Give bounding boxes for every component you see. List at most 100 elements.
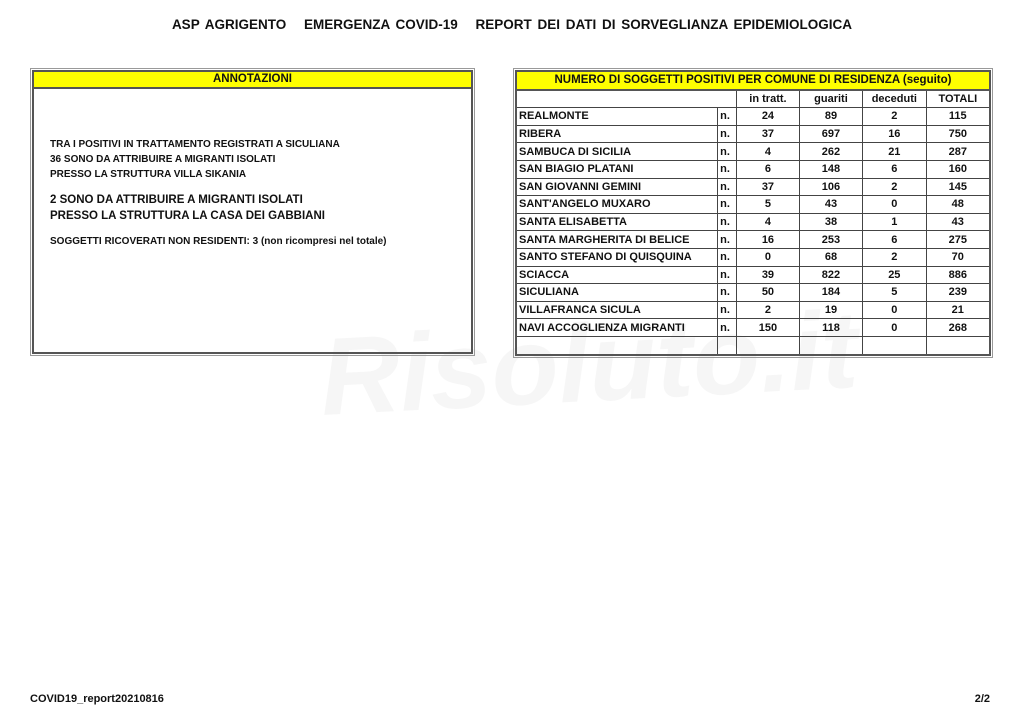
footer-report-id: COVID19_report20210816 bbox=[30, 693, 164, 705]
value-cell: 21 bbox=[862, 142, 927, 161]
value-cell: 89 bbox=[798, 107, 864, 126]
table-row: SAN GIOVANNI GEMINI n. 37 106 2 145 bbox=[515, 177, 991, 197]
comune-name: SAMBUCA DI SICILIA bbox=[515, 142, 719, 161]
table-row: SAMBUCA DI SICILIA n. 4 262 21 287 bbox=[515, 142, 991, 161]
unit-label: n. bbox=[717, 230, 737, 249]
value-cell: 0 bbox=[736, 247, 800, 267]
annotation-line: PRESSO LA STRUTTURA VILLA SIKANIA bbox=[50, 169, 247, 180]
column-header-empty bbox=[515, 89, 737, 109]
value-cell: 38 bbox=[798, 212, 864, 232]
value-cell: 886 bbox=[925, 265, 991, 285]
comune-name: NAVI ACCOGLIENZA MIGRANTI bbox=[515, 318, 719, 337]
value-cell: 37 bbox=[736, 177, 800, 197]
value-cell: 0 bbox=[862, 318, 927, 337]
unit-label: n. bbox=[717, 124, 737, 144]
value-cell: 145 bbox=[925, 177, 991, 197]
unit-label: n. bbox=[717, 300, 737, 320]
page-title: ASP AGRIGENTO EMERGENZA COVID-19 REPORT … bbox=[0, 17, 1024, 32]
unit-label: n. bbox=[717, 107, 737, 126]
empty-row bbox=[515, 335, 991, 356]
title-emergency: EMERGENZA COVID-19 bbox=[303, 17, 458, 32]
unit-label: n. bbox=[717, 159, 737, 179]
table-row: SANT'ANGELO MUXARO n. 5 43 0 48 bbox=[515, 195, 991, 214]
comune-name: VILLAFRANCA SICULA bbox=[515, 300, 719, 320]
value-cell: 287 bbox=[925, 142, 991, 161]
positives-table: NUMERO DI SOGGETTI POSITIVI PER COMUNE D… bbox=[513, 68, 993, 358]
annotation-line: PRESSO LA STRUTTURA LA CASA DEI GABBIANI bbox=[50, 210, 325, 222]
empty-cell bbox=[736, 335, 800, 356]
table-row: SANTA MARGHERITA DI BELICE n. 16 253 6 275 bbox=[515, 230, 991, 249]
value-cell: 150 bbox=[736, 318, 800, 337]
value-cell: 2 bbox=[862, 177, 927, 197]
unit-label: n. bbox=[717, 177, 737, 197]
value-cell: 16 bbox=[862, 124, 927, 144]
value-cell: 6 bbox=[736, 159, 800, 179]
empty-cell bbox=[925, 335, 991, 356]
unit-label: n. bbox=[717, 212, 737, 232]
value-cell: 160 bbox=[925, 159, 991, 179]
column-header: TOTALI bbox=[925, 89, 991, 109]
value-cell: 115 bbox=[925, 107, 991, 126]
title-org: ASP AGRIGENTO bbox=[171, 17, 287, 32]
value-cell: 6 bbox=[862, 159, 927, 179]
comune-name: SANT'ANGELO MUXARO bbox=[515, 195, 719, 214]
comune-name: RIBERA bbox=[515, 124, 719, 144]
value-cell: 1 bbox=[862, 212, 927, 232]
comune-name: SANTO STEFANO DI QUISQUINA bbox=[515, 247, 719, 267]
value-cell: 6 bbox=[862, 230, 927, 249]
empty-cell bbox=[515, 335, 719, 356]
value-cell: 822 bbox=[798, 265, 864, 285]
annotation-line: TRA I POSITIVI IN TRATTAMENTO REGISTRATI… bbox=[50, 139, 340, 150]
unit-label: n. bbox=[717, 195, 737, 214]
value-cell: 24 bbox=[736, 107, 800, 126]
value-cell: 50 bbox=[736, 283, 800, 302]
value-cell: 2 bbox=[862, 107, 927, 126]
unit-label: n. bbox=[717, 142, 737, 161]
unit-label: n. bbox=[717, 283, 737, 302]
table-row: REALMONTE n. 24 89 2 115 bbox=[515, 107, 991, 126]
annotation-line: 36 SONO DA ATTRIBUIRE A MIGRANTI ISOLATI bbox=[50, 154, 276, 165]
unit-label: n. bbox=[717, 318, 737, 337]
value-cell: 48 bbox=[925, 195, 991, 214]
comune-name: SICULIANA bbox=[515, 283, 719, 302]
comune-name: SAN GIOVANNI GEMINI bbox=[515, 177, 719, 197]
value-cell: 5 bbox=[736, 195, 800, 214]
annotation-note: SOGGETTI RICOVERATI NON RESIDENTI: 3 (no… bbox=[50, 236, 387, 247]
value-cell: 5 bbox=[862, 283, 927, 302]
column-header: in tratt. bbox=[736, 89, 800, 109]
comune-name: REALMONTE bbox=[515, 107, 719, 126]
value-cell: 2 bbox=[736, 300, 800, 320]
empty-cell bbox=[798, 335, 864, 356]
value-cell: 239 bbox=[925, 283, 991, 302]
value-cell: 0 bbox=[862, 300, 927, 320]
column-header: deceduti bbox=[862, 89, 927, 109]
table-row: VILLAFRANCA SICULA n. 2 19 0 21 bbox=[515, 300, 991, 320]
value-cell: 25 bbox=[862, 265, 927, 285]
annotations-box: ANNOTAZIONI TRA I POSITIVI IN TRATTAMENT… bbox=[30, 68, 475, 356]
value-cell: 184 bbox=[798, 283, 864, 302]
value-cell: 0 bbox=[862, 195, 927, 214]
value-cell: 19 bbox=[798, 300, 864, 320]
comune-name: SANTA MARGHERITA DI BELICE bbox=[515, 230, 719, 249]
value-cell: 4 bbox=[736, 142, 800, 161]
empty-cell bbox=[862, 335, 927, 356]
column-header: guariti bbox=[798, 89, 864, 109]
comune-name: SCIACCA bbox=[515, 265, 719, 285]
value-cell: 118 bbox=[798, 318, 864, 337]
empty-cell bbox=[717, 335, 737, 356]
comune-name: SAN BIAGIO PLATANI bbox=[515, 159, 719, 179]
table-row: SANTO STEFANO DI QUISQUINA n. 0 68 2 70 bbox=[515, 247, 991, 267]
table-row: RIBERA n. 37 697 16 750 bbox=[515, 124, 991, 144]
table-row: SICULIANA n. 50 184 5 239 bbox=[515, 283, 991, 302]
value-cell: 4 bbox=[736, 212, 800, 232]
table-title: NUMERO DI SOGGETTI POSITIVI PER COMUNE D… bbox=[515, 70, 991, 91]
table-row: NAVI ACCOGLIENZA MIGRANTI n. 150 118 0 268 bbox=[515, 318, 991, 337]
footer-page-number: 2/2 bbox=[974, 693, 990, 705]
value-cell: 253 bbox=[798, 230, 864, 249]
value-cell: 697 bbox=[798, 124, 864, 144]
value-cell: 106 bbox=[798, 177, 864, 197]
value-cell: 148 bbox=[798, 159, 864, 179]
table-row: SAN BIAGIO PLATANI n. 6 148 6 160 bbox=[515, 159, 991, 179]
unit-label: n. bbox=[717, 265, 737, 285]
value-cell: 750 bbox=[925, 124, 991, 144]
